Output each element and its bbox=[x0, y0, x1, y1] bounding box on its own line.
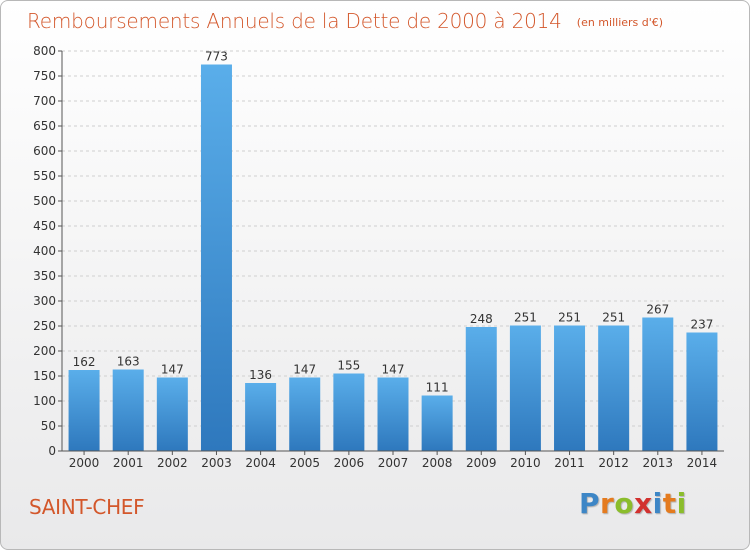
bar bbox=[509, 325, 541, 451]
bar bbox=[465, 327, 497, 451]
y-tick-label: 400 bbox=[33, 244, 56, 258]
y-tick-label: 700 bbox=[33, 94, 56, 108]
bar bbox=[642, 317, 674, 451]
bar-value-label: 251 bbox=[558, 311, 581, 325]
x-tick-label: 2014 bbox=[687, 456, 718, 470]
y-tick-label: 550 bbox=[33, 169, 56, 183]
x-tick-label: 2004 bbox=[245, 456, 276, 470]
bar-value-label: 147 bbox=[161, 363, 184, 377]
bar-value-label: 773 bbox=[205, 50, 228, 64]
bar-value-label: 136 bbox=[249, 368, 272, 382]
bar bbox=[377, 377, 409, 451]
y-tick-label: 350 bbox=[33, 269, 56, 283]
bar bbox=[554, 325, 586, 451]
x-tick-label: 2005 bbox=[289, 456, 320, 470]
bar-value-label: 248 bbox=[470, 312, 493, 326]
bar-value-label: 267 bbox=[646, 303, 669, 317]
bar bbox=[112, 369, 144, 451]
logo-letter: o bbox=[614, 487, 635, 520]
x-tick-label: 2009 bbox=[466, 456, 497, 470]
logo-letter: r bbox=[600, 487, 615, 520]
y-tick-label: 300 bbox=[33, 294, 56, 308]
logo-letter: P bbox=[579, 487, 601, 520]
logo-letter: i bbox=[652, 487, 663, 520]
y-tick-label: 650 bbox=[33, 119, 56, 133]
x-tick-label: 2002 bbox=[157, 456, 188, 470]
y-tick-label: 50 bbox=[41, 419, 56, 433]
logo-letter: t bbox=[662, 487, 677, 520]
y-tick-label: 100 bbox=[33, 394, 56, 408]
bar-value-label: 155 bbox=[337, 359, 360, 373]
bar bbox=[686, 332, 718, 451]
y-tick-label: 250 bbox=[33, 319, 56, 333]
city-name: SAINT-CHEF bbox=[29, 495, 145, 519]
x-tick-label: 2008 bbox=[422, 456, 453, 470]
bar-value-label: 251 bbox=[514, 311, 537, 325]
bar-value-label: 147 bbox=[382, 363, 405, 377]
y-tick-label: 450 bbox=[33, 219, 56, 233]
bar bbox=[200, 64, 232, 451]
y-tick-label: 500 bbox=[33, 194, 56, 208]
x-tick-label: 2011 bbox=[554, 456, 585, 470]
bar bbox=[289, 377, 321, 451]
bar-value-label: 251 bbox=[602, 311, 625, 325]
x-tick-label: 2013 bbox=[643, 456, 674, 470]
x-tick-label: 2003 bbox=[201, 456, 232, 470]
chart-title-row: Remboursements Annuels de la Dette de 20… bbox=[27, 9, 663, 33]
x-tick-label: 2000 bbox=[69, 456, 100, 470]
x-tick-label: 2010 bbox=[510, 456, 541, 470]
chart-unit-label: (en milliers d'€) bbox=[576, 16, 664, 29]
logo-letter: i bbox=[676, 487, 687, 520]
bar bbox=[245, 383, 277, 451]
y-tick-label: 750 bbox=[33, 69, 56, 83]
proxiti-logo: Proxiti bbox=[579, 487, 687, 520]
x-tick-label: 2006 bbox=[334, 456, 365, 470]
logo-letter: x bbox=[634, 487, 653, 520]
bar bbox=[68, 370, 100, 451]
y-tick-label: 800 bbox=[33, 44, 56, 58]
x-tick-label: 2001 bbox=[113, 456, 144, 470]
bar bbox=[598, 325, 630, 451]
bar-value-label: 237 bbox=[690, 318, 713, 332]
bar bbox=[156, 377, 188, 451]
y-tick-label: 0 bbox=[48, 444, 56, 458]
y-tick-label: 600 bbox=[33, 144, 56, 158]
bar-value-label: 111 bbox=[426, 381, 449, 395]
x-tick-label: 2012 bbox=[598, 456, 629, 470]
y-tick-label: 150 bbox=[33, 369, 56, 383]
x-tick-label: 2007 bbox=[378, 456, 409, 470]
bar-value-label: 147 bbox=[293, 363, 316, 377]
bar bbox=[421, 395, 453, 451]
bar-value-label: 162 bbox=[73, 355, 96, 369]
bar-value-label: 163 bbox=[117, 355, 140, 369]
chart-title: Remboursements Annuels de la Dette de 20… bbox=[27, 9, 562, 33]
y-tick-label: 200 bbox=[33, 344, 56, 358]
bar bbox=[333, 373, 365, 451]
